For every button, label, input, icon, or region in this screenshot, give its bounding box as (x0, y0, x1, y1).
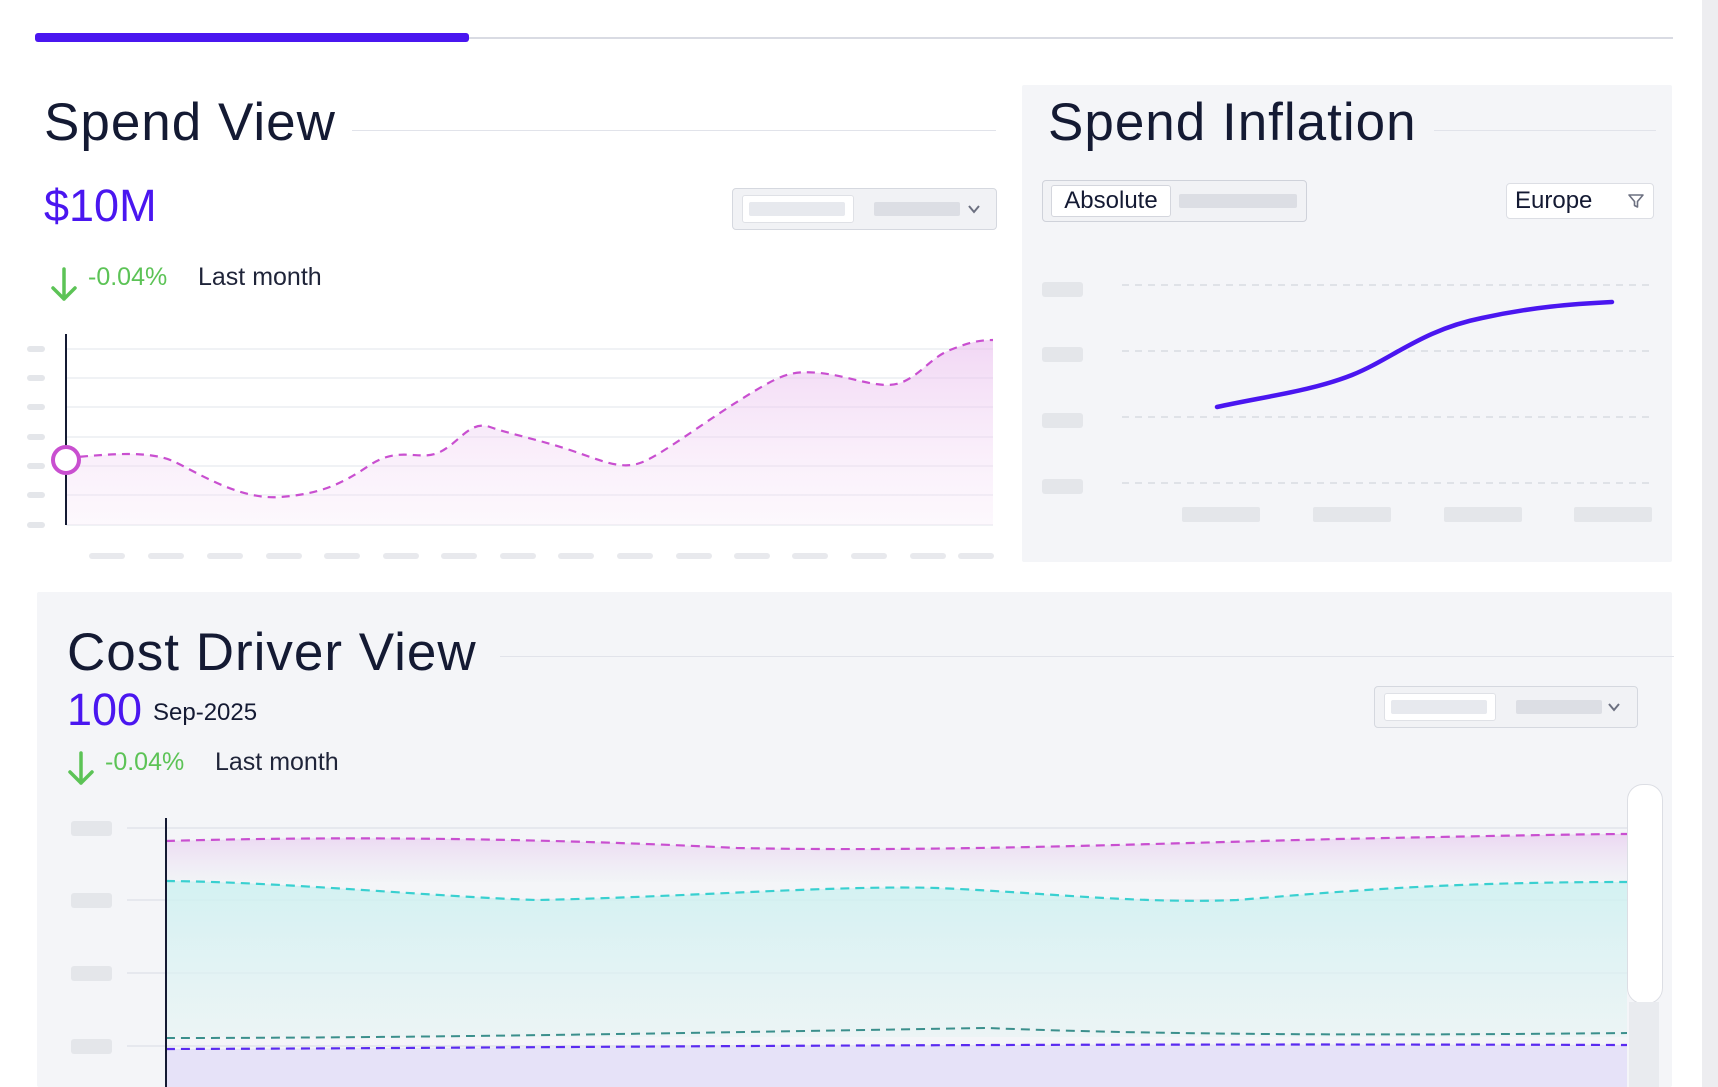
cost-driver-selector[interactable] (1374, 686, 1638, 728)
title-rule (352, 130, 996, 131)
inflation-x-ticks (1182, 507, 1652, 522)
cost-driver-y-ticks (71, 821, 112, 1054)
chevron-down-icon (966, 201, 982, 217)
page-scrollbar[interactable] (1702, 0, 1718, 1087)
inflation-line (1214, 299, 1615, 410)
spend-inflation-panel: Spend Inflation Absolute Europe (1022, 85, 1672, 562)
selector-value (874, 202, 960, 216)
inflation-y-ticks (1042, 282, 1083, 494)
inflation-chart (1042, 282, 1652, 522)
mode-toggle[interactable]: Absolute (1042, 180, 1307, 222)
chart-scroll-thumb[interactable] (1627, 784, 1663, 1004)
mode-absolute-tab[interactable]: Absolute (1051, 185, 1171, 217)
cost-driver-chart (71, 818, 1628, 1087)
driver-line-teal (165, 1026, 1628, 1039)
spend-kpi-value: $10M (44, 180, 157, 231)
cost-driver-panel: Cost Driver View 100 Sep-2025 -0.04% Las… (37, 592, 1674, 1087)
chart-scroll-track[interactable] (1629, 1002, 1659, 1087)
arrow-down-icon (48, 266, 80, 304)
driver-cyan-area (166, 881, 1627, 1037)
cost-driver-kpi-value: 100 (67, 684, 143, 735)
spend-view-title: Spend View (44, 93, 336, 152)
title-rule (500, 656, 1674, 657)
selector-value (1516, 700, 1602, 714)
filter-icon (1627, 192, 1645, 210)
cost-driver-delta-label: Last month (215, 748, 339, 776)
spend-inflation-title: Spend Inflation (1048, 93, 1417, 152)
spend-chart (27, 334, 994, 559)
spend-delta: -0.04% (88, 263, 168, 291)
selector-segment[interactable] (742, 195, 854, 223)
mode-other-tab[interactable] (1179, 194, 1297, 208)
region-filter[interactable]: Europe (1506, 183, 1654, 219)
chevron-down-icon (1606, 699, 1622, 715)
spend-view-selector[interactable] (732, 188, 997, 230)
spend-line (65, 338, 994, 499)
region-filter-label: Europe (1515, 187, 1593, 214)
cost-driver-kpi-date: Sep-2025 (153, 699, 258, 726)
arrow-down-icon (65, 750, 97, 788)
driver-line-purple (165, 1043, 1628, 1051)
tab-active-indicator[interactable] (35, 33, 469, 42)
cost-driver-delta: -0.04% (105, 748, 185, 776)
spend-cursor-marker[interactable] (51, 445, 81, 475)
driver-line-magenta (165, 832, 1628, 851)
driver-magenta-area (166, 834, 1627, 882)
cost-driver-title: Cost Driver View (67, 623, 477, 682)
spend-x-ticks (89, 553, 994, 559)
spend-area (66, 340, 993, 525)
tab-track (35, 37, 1673, 39)
selector-segment[interactable] (1384, 693, 1496, 721)
title-rule (1434, 130, 1656, 131)
driver-purple-area (166, 1044, 1627, 1087)
spend-y-ticks (27, 346, 45, 528)
driver-line-cyan (165, 879, 1628, 902)
spend-delta-label: Last month (198, 263, 322, 291)
inflation-gridlines (1122, 284, 1650, 484)
